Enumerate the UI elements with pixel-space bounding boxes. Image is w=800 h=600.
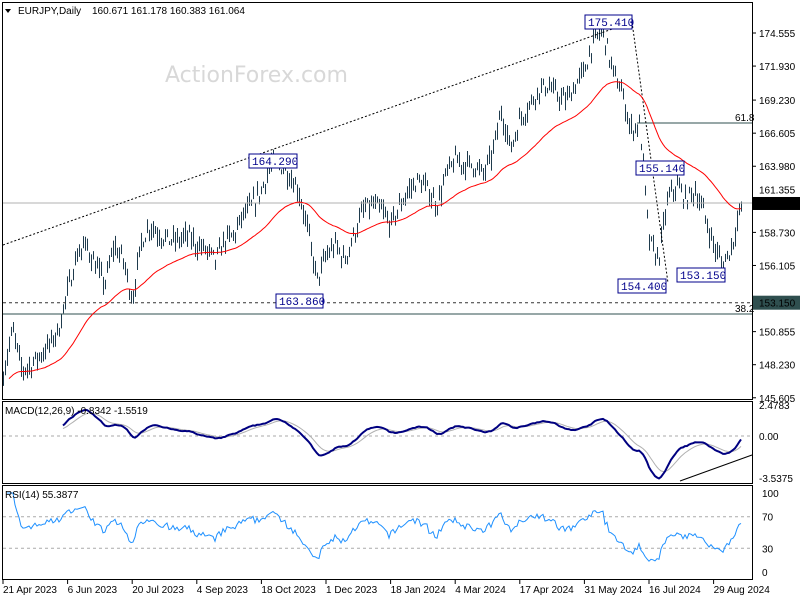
current-price-value: 161.064 <box>759 199 796 210</box>
macd-label: MACD(12,26,9) -0.8342 -1.5519 <box>5 406 148 417</box>
y-tick-label: 150.855 <box>759 328 796 339</box>
rsi-y-tick-label: 70 <box>762 513 774 524</box>
swing-label: 153.150 <box>680 271 726 283</box>
x-tick-label: 31 May 2024 <box>584 585 642 596</box>
x-tick-label: 29 Aug 2024 <box>714 585 771 596</box>
swing-label-box <box>584 14 633 30</box>
macd-signal-line <box>62 412 742 472</box>
y-tick-label: 148.230 <box>759 361 796 372</box>
rsi-line <box>7 492 742 562</box>
macd-trendline <box>679 454 753 482</box>
moving-average-line <box>8 81 742 379</box>
swing-label-box <box>248 153 298 169</box>
rsi-y-tick-label: 100 <box>762 489 779 500</box>
x-tick-label: 4 Mar 2024 <box>455 585 506 596</box>
level-price-value: 153.150 <box>759 299 796 310</box>
y-tick-label: 145.605 <box>759 394 796 405</box>
symbol-label: EURJPY,Daily <box>18 6 81 17</box>
ohlc-readout: 160.671 161.178 160.383 161.064 <box>92 6 245 17</box>
x-tick-label: 16 Jul 2024 <box>649 585 701 596</box>
swing-label: 163.860 <box>279 297 325 309</box>
y-tick-label: 158.730 <box>759 228 796 239</box>
rsi-label: RSI(14) 55.3877 <box>5 490 79 501</box>
fib-38-label: 38.2 <box>735 304 755 315</box>
channel-trendline <box>2 21 633 246</box>
swing-label: 175.410 <box>588 18 634 30</box>
main-panel <box>2 2 753 400</box>
x-tick-label: 4 Sep 2023 <box>197 585 249 596</box>
x-tick-label: 6 Jun 2023 <box>68 585 118 596</box>
macd-y-tick-label: 0.00 <box>759 432 779 443</box>
swing-label: 155.140 <box>639 164 685 176</box>
y-tick-label: 171.930 <box>759 62 796 73</box>
dropdown-triangle-icon[interactable] <box>5 9 11 13</box>
y-tick-label: 174.555 <box>759 29 796 40</box>
swing-label-box <box>617 278 667 294</box>
swing-label: 164.290 <box>252 157 298 169</box>
watermark: ActionForex.com <box>165 63 348 88</box>
swing-label: 154.400 <box>621 282 667 294</box>
fib-61-label: 61.8 <box>735 113 755 124</box>
macd-line <box>62 408 742 480</box>
swing-label-box <box>275 293 324 309</box>
y-tick-label: 166.605 <box>759 129 796 140</box>
rsi-y-tick-label: 30 <box>762 544 774 555</box>
swing-label-box <box>676 267 726 283</box>
x-tick-label: 18 Oct 2023 <box>261 585 316 596</box>
x-tick-label: 20 Jul 2023 <box>132 585 184 596</box>
y-tick-label: 161.355 <box>759 185 796 196</box>
rsi-panel <box>2 485 753 580</box>
y-tick-label: 169.230 <box>759 96 796 107</box>
x-tick-label: 17 Apr 2024 <box>520 585 574 596</box>
level-price-tag <box>753 295 800 310</box>
y-tick-label: 156.105 <box>759 261 796 272</box>
rsi-y-tick-label: 0 <box>762 568 768 579</box>
current-price-tag <box>753 196 800 210</box>
macd-panel <box>2 401 753 484</box>
y-tick-label: 163.980 <box>759 162 796 173</box>
x-tick-label: 21 Apr 2023 <box>3 585 57 596</box>
x-tick-label: 1 Dec 2023 <box>326 585 378 596</box>
macd-y-tick-label: -3.5375 <box>759 474 793 485</box>
swing-label-box <box>635 160 685 176</box>
x-tick-label: 18 Jan 2024 <box>391 585 446 596</box>
macd-y-tick-label: 2.4783 <box>759 401 790 412</box>
